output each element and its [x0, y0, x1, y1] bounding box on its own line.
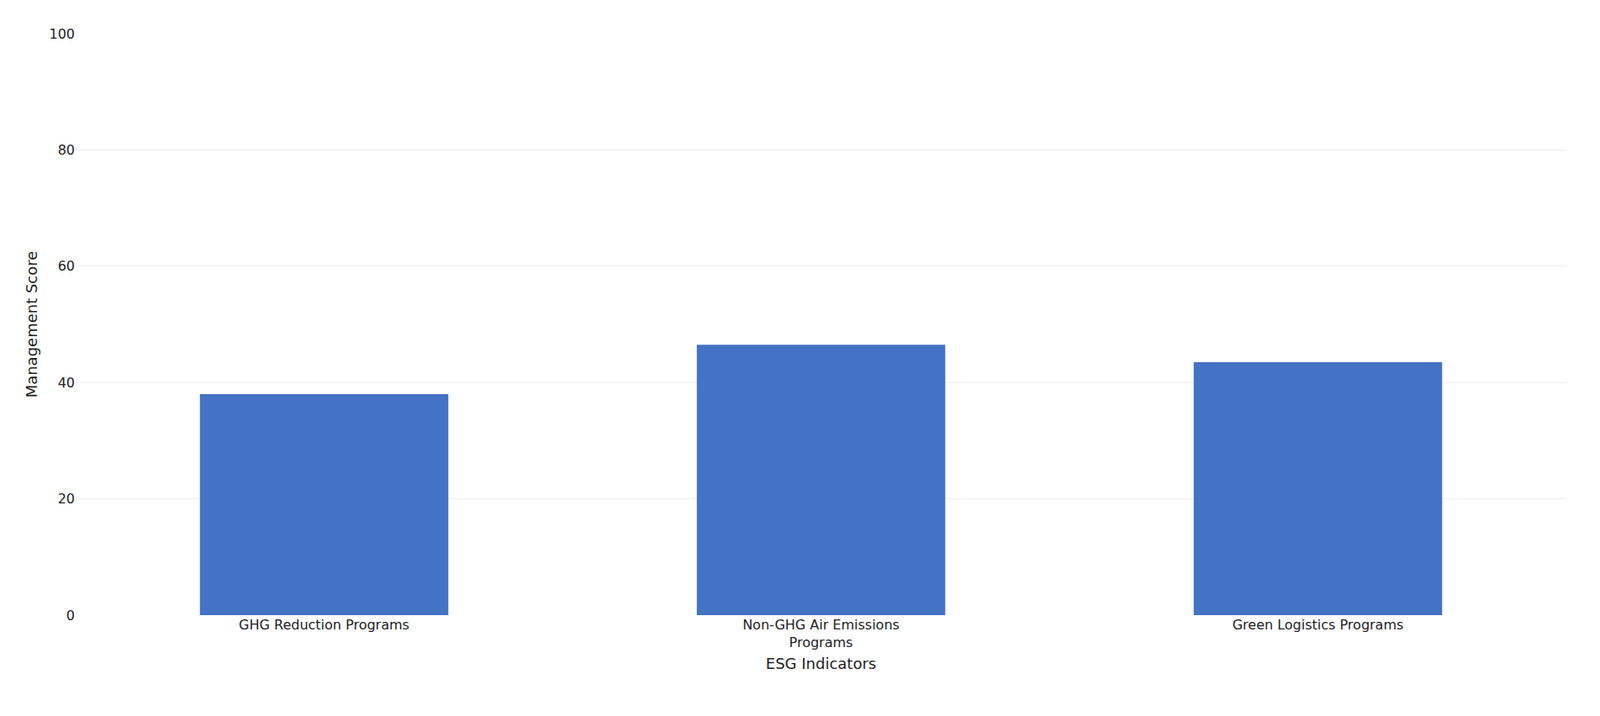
svg-text:GHG Reduction Programs: GHG Reduction Programs — [238, 617, 410, 634]
svg-text:ESG Indicators: ESG Indicators — [765, 654, 877, 673]
svg-text:Management Score: Management Score — [22, 251, 41, 399]
svg-text:80: 80 — [58, 142, 75, 159]
svg-text:Non-GHG Air EmissionsPrograms: Non-GHG Air EmissionsPrograms — [742, 617, 900, 651]
svg-text:40: 40 — [58, 374, 75, 391]
svg-text:60: 60 — [58, 258, 75, 275]
svg-text:Green Logistics Programs: Green Logistics Programs — [1232, 617, 1405, 634]
svg-text:0: 0 — [66, 607, 75, 624]
svg-text:100: 100 — [48, 26, 75, 43]
svg-text:20: 20 — [58, 491, 75, 507]
